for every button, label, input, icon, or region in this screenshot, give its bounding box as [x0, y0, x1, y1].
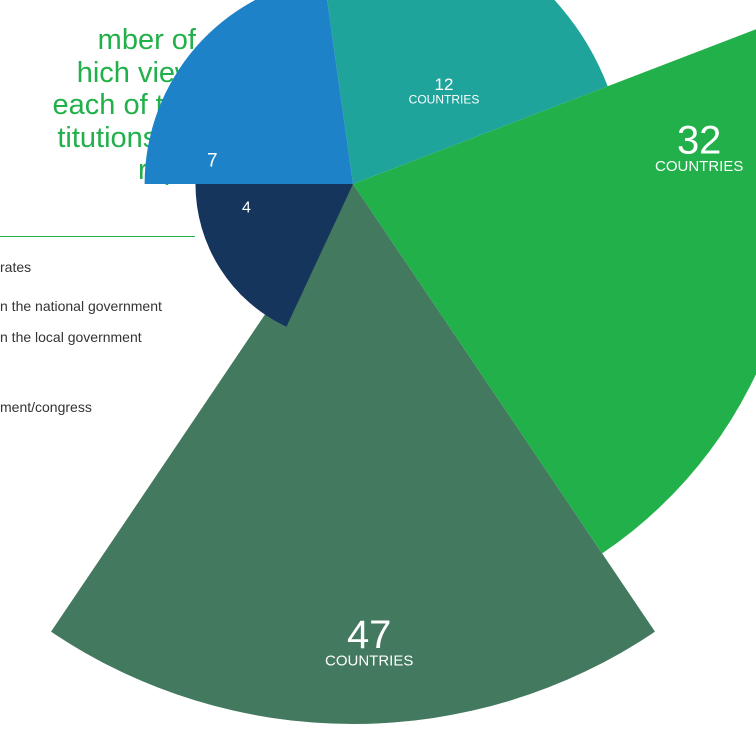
legend-item-national-government: n the national government [0, 298, 162, 314]
slice-2 [144, 0, 353, 184]
title-divider [0, 236, 195, 237]
slice-1 [195, 184, 353, 327]
legend-item-parliament-congress: ment/congress [0, 399, 92, 415]
slice-3 [327, 0, 608, 184]
slice-unit-label: COUNTRIES [655, 158, 743, 175]
slice-value-label: 47 [347, 613, 392, 657]
legend-item-rates: rates [0, 259, 32, 275]
slice-value-label: 7 [207, 151, 218, 172]
slice-5 [51, 184, 655, 724]
slice-value-label: 32 [677, 119, 722, 163]
chart-slices [51, 0, 756, 724]
slice-unit-label: COUNTRIES [325, 652, 413, 669]
slice-value-label: 4 [242, 200, 251, 217]
slice-4 [353, 29, 756, 554]
slice-value-label: 12 [435, 75, 454, 94]
legend-item-local-government: n the local government [0, 329, 142, 345]
slice-unit-label: COUNTRIES [409, 93, 480, 107]
title-line: mber of [97, 24, 196, 56]
